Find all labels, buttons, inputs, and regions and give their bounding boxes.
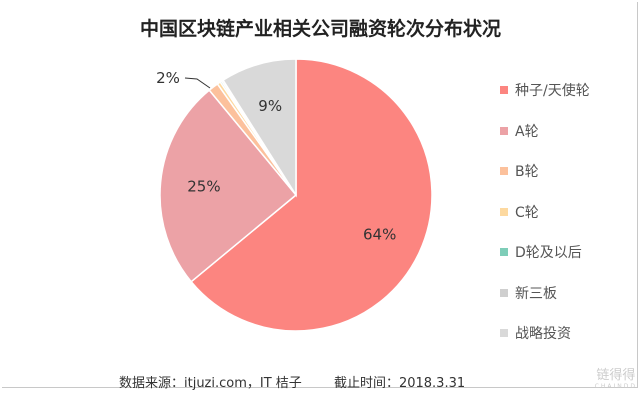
legend-swatch — [500, 207, 508, 216]
legend-label: A轮 — [515, 123, 539, 140]
legend-item: C轮 — [500, 192, 590, 233]
legend-item: B轮 — [500, 151, 590, 192]
data-label-1: 25% — [187, 177, 220, 195]
watermark-logo: 链得得 CHAINDD — [594, 368, 637, 390]
legend-swatch — [500, 167, 508, 176]
legend-item: 战略投资 — [500, 313, 590, 354]
legend-label: 新三板 — [515, 285, 557, 302]
legend-item: 新三板 — [500, 273, 590, 314]
chart-title: 中国区块链产业相关公司融资轮次分布状况 — [139, 18, 501, 40]
legend-swatch — [500, 288, 508, 297]
source-note: 数据来源：itjuzi.com，IT 桔子 — [119, 376, 302, 391]
pie-slice-1 — [159, 89, 298, 283]
chart-frame — [2, 2, 638, 388]
legend-item: A轮 — [500, 111, 590, 152]
date-note: 截止时间：2018.3.31 — [333, 376, 466, 391]
legend-swatch — [500, 248, 508, 257]
data-label-6: 9% — [258, 97, 282, 115]
legend-swatch — [500, 86, 508, 95]
legend-label: 种子/天使轮 — [515, 83, 590, 100]
pie-slice-6 — [222, 58, 297, 198]
data-label-0: 64% — [363, 225, 396, 243]
legend-label: B轮 — [515, 164, 539, 181]
label-leader-line — [184, 77, 211, 89]
legend: 种子/天使轮 A轮 B轮 C轮 D轮及以后新三板战略投资 — [500, 70, 590, 354]
footer: 数据来源：itjuzi.com，IT 桔子 截止时间：2018.3.31 — [119, 372, 493, 391]
legend-swatch — [500, 126, 508, 135]
legend-item: D轮及以后 — [500, 232, 590, 273]
legend-label: C轮 — [515, 204, 539, 221]
legend-label: D轮及以后 — [515, 245, 582, 262]
legend-item: 种子/天使轮 — [500, 70, 590, 111]
legend-swatch — [500, 329, 508, 338]
pie-slice-0 — [190, 58, 433, 332]
legend-label: 战略投资 — [515, 326, 571, 343]
data-label-2: 2% — [156, 69, 180, 87]
